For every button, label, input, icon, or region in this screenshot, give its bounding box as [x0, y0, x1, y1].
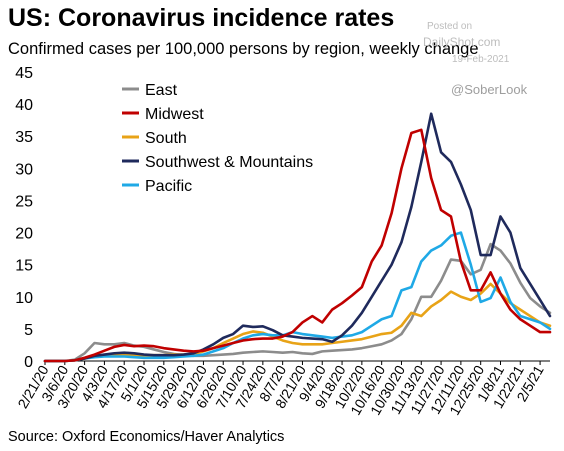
watermark-posted: Posted on — [427, 21, 473, 32]
watermark-site: DailyShot.com — [423, 35, 501, 49]
chart-subtitle: Confirmed cases per 100,000 persons by r… — [8, 40, 479, 58]
y-tick-label: 10 — [15, 290, 33, 307]
series-layer — [43, 112, 552, 363]
axes: 0510152025303540452/21/203/6/203/20/204/… — [14, 65, 550, 418]
y-tick-label: 35 — [15, 129, 33, 146]
author-handle: @SoberLook — [451, 82, 528, 97]
y-tick-label: 25 — [15, 193, 33, 210]
series-line-south — [43, 282, 552, 363]
series-line-midwest — [43, 128, 552, 363]
y-tick-label: 40 — [15, 97, 33, 114]
source-note: Source: Oxford Economics/Haver Analytics — [8, 429, 285, 445]
series-line-southwest-mountains — [43, 112, 552, 363]
watermark-date: 19-Feb-2021 — [452, 54, 510, 65]
legend-label-pacific: Pacific — [145, 178, 192, 195]
y-tick-label: 15 — [15, 258, 33, 275]
legend-label-south: South — [145, 130, 187, 147]
legend: East Midwest South Southwest & Mountains Pac… — [122, 82, 313, 195]
y-tick-label: 5 — [24, 322, 33, 339]
legend-label-east: East — [145, 82, 178, 99]
y-tick-label: 0 — [24, 354, 33, 371]
legend-label-midwest: Midwest — [145, 106, 204, 123]
series-line-pacific — [43, 231, 552, 363]
chart-title: US: Coronavirus incidence rates — [8, 4, 395, 32]
y-tick-label: 30 — [15, 161, 33, 178]
y-tick-label: 45 — [15, 65, 33, 82]
y-tick-label: 20 — [15, 226, 33, 243]
legend-label-southwest-mountains: Southwest & Mountains — [145, 154, 313, 171]
